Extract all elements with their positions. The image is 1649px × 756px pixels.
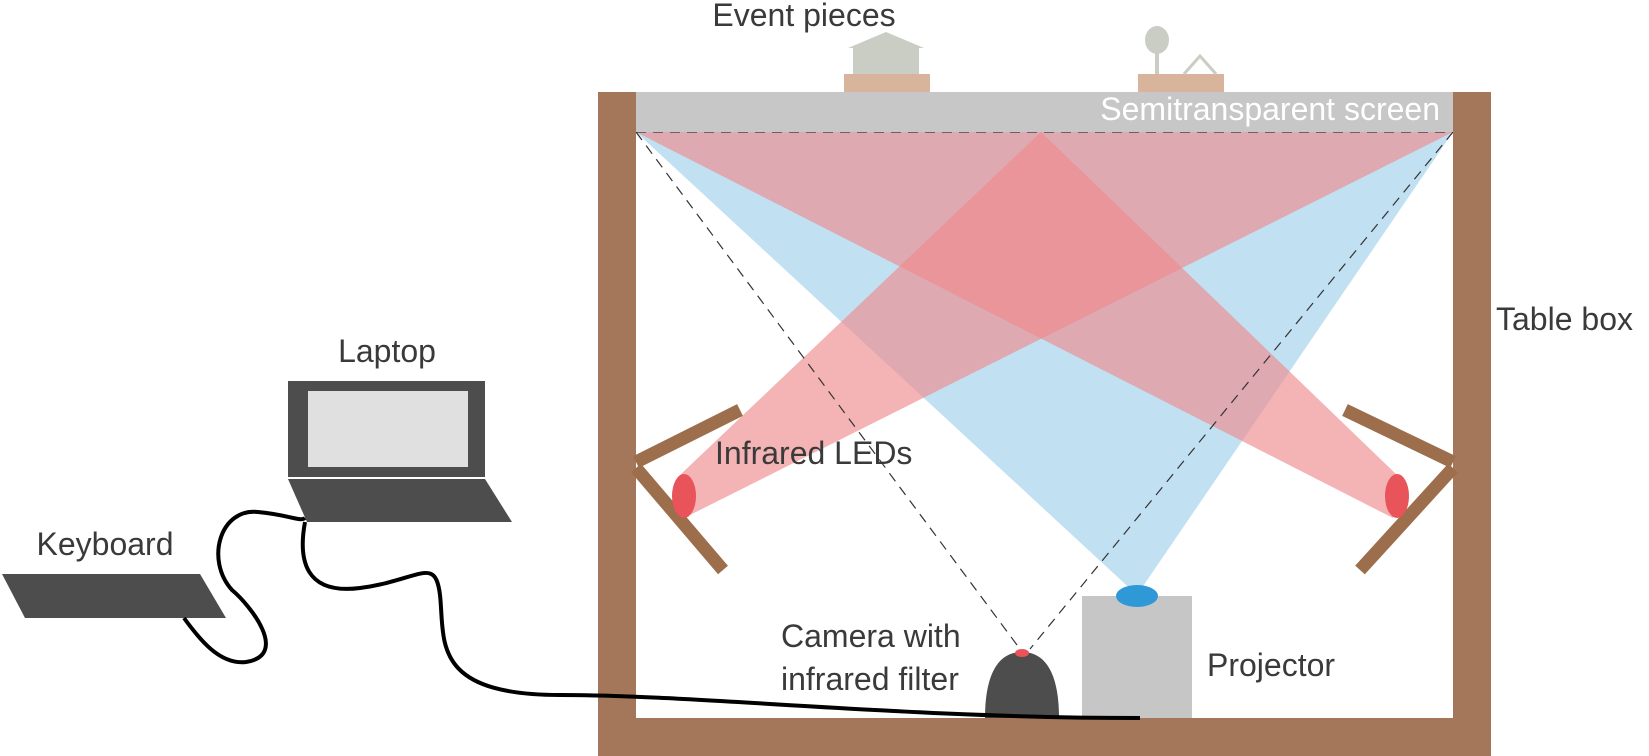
laptop bbox=[288, 381, 512, 522]
infrared-led-left bbox=[672, 474, 696, 518]
projector-beam bbox=[636, 132, 1453, 595]
infrared-beam-right bbox=[636, 132, 1397, 518]
projector-label: Projector bbox=[1207, 647, 1335, 683]
camera-cable bbox=[300, 521, 1141, 720]
table-box-right-wall bbox=[1453, 92, 1491, 756]
projector-lens bbox=[1116, 585, 1158, 607]
camera-infrared-lens bbox=[1015, 649, 1029, 657]
event-pieces-label: Event pieces bbox=[712, 0, 895, 33]
projector-body bbox=[1082, 596, 1192, 718]
semitransparent-screen-label: Semitransparent screen bbox=[1100, 91, 1440, 127]
camera-view-line-right bbox=[1029, 131, 1454, 650]
event-piece-tree bbox=[1138, 26, 1224, 92]
left-led-mount bbox=[631, 404, 743, 575]
right-led-mount bbox=[1342, 404, 1458, 575]
laptop-label: Laptop bbox=[338, 333, 436, 369]
camera-label-line2: infrared filter bbox=[781, 661, 959, 697]
semitransparent-screen bbox=[636, 92, 1453, 132]
table-box-label: Table box bbox=[1496, 301, 1633, 337]
table-box-left-wall bbox=[598, 92, 636, 756]
camera-view-line-left bbox=[635, 131, 1021, 650]
table-box-floor bbox=[598, 718, 1491, 756]
infrared-led-right bbox=[1385, 474, 1409, 518]
keyboard bbox=[2, 574, 226, 618]
keyboard-cable bbox=[182, 509, 307, 665]
camera-label-line1: Camera with bbox=[781, 618, 961, 654]
camera-body bbox=[985, 652, 1059, 718]
laptop-screen bbox=[308, 391, 468, 467]
keyboard-label: Keyboard bbox=[37, 526, 174, 562]
infrared-leds-label: Infrared LEDs bbox=[715, 435, 912, 471]
laptop-base bbox=[288, 479, 512, 522]
event-piece-house bbox=[844, 32, 930, 92]
